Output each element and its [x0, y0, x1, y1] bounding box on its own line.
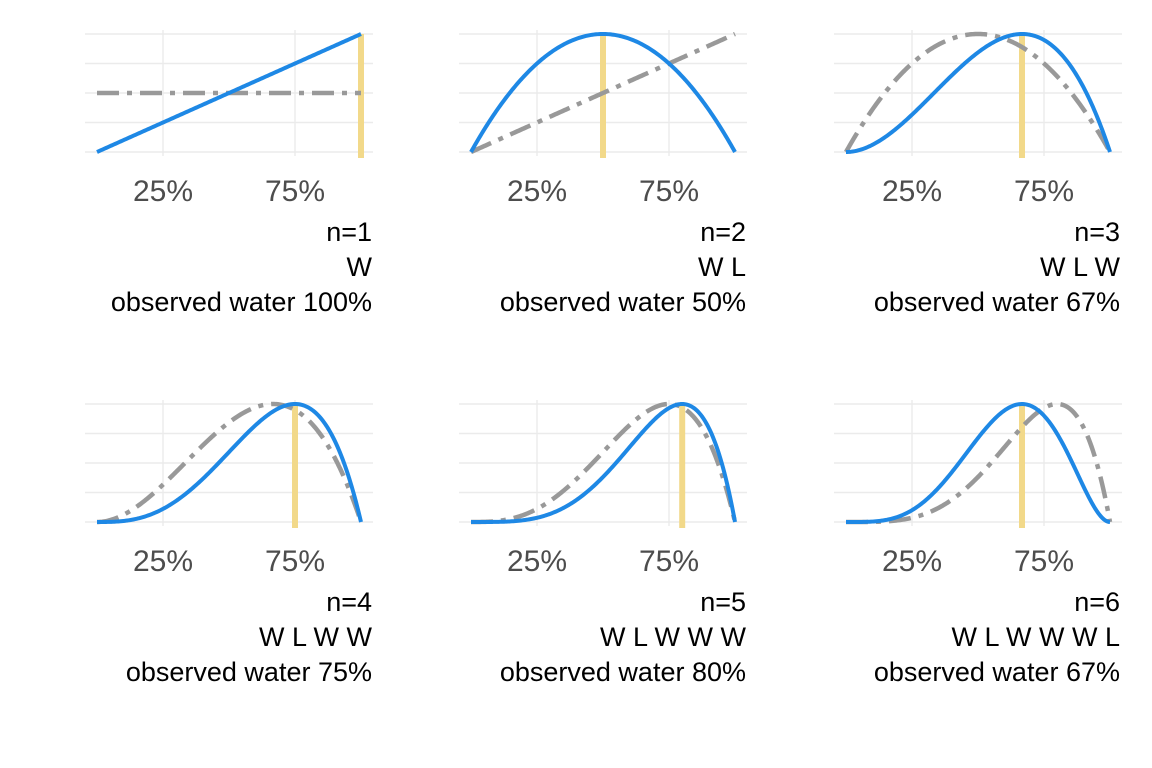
- x-tick-label: 75%: [639, 175, 699, 208]
- x-tick-label: 25%: [133, 545, 193, 578]
- posterior-curve: [471, 401, 737, 524]
- panel-observed-label: observed water 50%: [500, 287, 746, 317]
- panel-n-label: n=3: [1074, 217, 1120, 247]
- x-tick-label: 25%: [507, 545, 567, 578]
- posterior-curve: [97, 401, 363, 524]
- panel-5: 25% 75%n=5 W L W W W observed water 80%: [459, 400, 747, 687]
- panel-n-label: n=2: [700, 217, 746, 247]
- panel-sequence-label: W L: [698, 252, 746, 282]
- posterior-curve: [846, 401, 1111, 524]
- posterior-curve: [96, 32, 362, 154]
- panel-4: 25% 75%n=4 W L W W observed water 75%: [85, 400, 373, 687]
- panel-n-label: n=6: [1074, 587, 1120, 617]
- panel-sequence-label: W L W W W: [600, 622, 746, 652]
- panel-n-label: n=4: [326, 587, 372, 617]
- panel-observed-label: observed water 80%: [500, 657, 746, 687]
- x-tick-label: 25%: [882, 175, 942, 208]
- panel-observed-label: observed water 75%: [126, 657, 372, 687]
- prior-curve: [96, 401, 364, 525]
- x-tick-label: 25%: [133, 175, 193, 208]
- panel-observed-label: observed water 100%: [111, 287, 372, 317]
- x-tick-label: 75%: [1014, 175, 1074, 208]
- panel-sequence-label: W L W W W L: [952, 622, 1120, 652]
- x-tick-label: 75%: [1014, 545, 1074, 578]
- x-tick-label: 75%: [639, 545, 699, 578]
- panel-n-label: n=5: [700, 587, 746, 617]
- prior-curve: [471, 401, 738, 525]
- panel-3: 25% 75%n=3 W L W observed water 67%: [834, 30, 1122, 317]
- panel-observed-label: observed water 67%: [874, 657, 1120, 687]
- panel-6: 25% 75%n=6 W L W W W L observed water 67%: [834, 400, 1122, 687]
- panel-sequence-label: W: [347, 252, 373, 282]
- x-tick-label: 25%: [882, 545, 942, 578]
- posterior-curve: [469, 31, 737, 153]
- prior-curve: [470, 31, 736, 155]
- panel-observed-label: observed water 67%: [874, 287, 1120, 317]
- posterior-curve: [845, 31, 1112, 154]
- x-tick-label: 25%: [507, 175, 567, 208]
- prior-curve: [844, 31, 1112, 154]
- panel-n-label: n=1: [326, 217, 372, 247]
- panel-sequence-label: W L W W: [259, 622, 372, 652]
- x-tick-label: 75%: [265, 175, 325, 208]
- panel-2: 25% 75%n=2 W L observed water 50%: [459, 30, 747, 317]
- x-tick-label: 75%: [265, 545, 325, 578]
- panel-sequence-label: W L W: [1040, 252, 1121, 282]
